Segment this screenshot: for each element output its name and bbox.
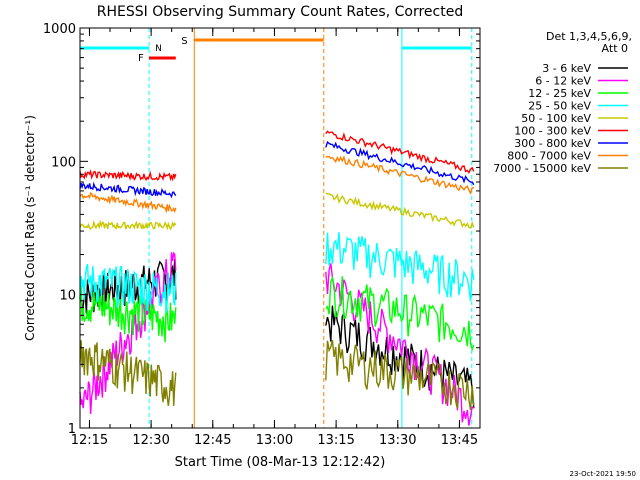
series-100-300-kev (79, 130, 475, 182)
series-6-12-kev (79, 251, 474, 426)
series-300-800-kev (79, 140, 475, 199)
footer-date: 23-Oct-2021 19:50 (570, 470, 636, 478)
plot-frame (79, 27, 481, 429)
series-line (79, 285, 177, 343)
x-axis-label: Start Time (08-Mar-13 12:12:42) (175, 455, 386, 470)
series-50-100-kev (79, 192, 475, 231)
series-25-50-kev (79, 232, 475, 313)
legend-entry-label: 300 - 800 keV (514, 137, 591, 150)
legend-entry-label: 3 - 6 keV (542, 62, 591, 75)
series-line (325, 130, 475, 174)
legend-entry-label: 7000 - 15000 keV (493, 162, 591, 175)
x-tick-label: 13:00 (256, 433, 293, 448)
legend-entry-label: 25 - 50 keV (528, 100, 591, 113)
legend-entry-label: 6 - 12 keV (535, 75, 591, 88)
x-tick-label: 13:45 (441, 433, 478, 448)
flare-label: F (138, 53, 144, 64)
series-line (79, 168, 177, 182)
series-line (79, 181, 177, 199)
y-tick-label: 1000 (43, 22, 76, 37)
series-line (79, 192, 177, 214)
series-line (79, 219, 177, 231)
legend-entry-label: 50 - 100 keV (521, 112, 591, 125)
night-label: N (155, 44, 162, 54)
y-tick-label: 100 (51, 155, 76, 170)
axes: 1 10 100 1000 12:15 12:30 12:45 13:00 13:15 13:30… (43, 22, 481, 448)
y-tick-label: 10 (59, 289, 76, 304)
legend-entry-label: 100 - 300 keV (514, 125, 591, 138)
legend-title: Det 1,3,4,5,6,9, (546, 30, 632, 43)
x-tick-label: 13:15 (317, 433, 354, 448)
series-7000-15000-kev (79, 339, 475, 411)
series-line (325, 140, 475, 186)
y-axis-label: Corrected Count Rate (s⁻¹ detector⁻¹) (23, 115, 37, 341)
series-line (79, 263, 177, 313)
legend-entry-label: 12 - 25 keV (528, 87, 591, 100)
series-12-25-kev (79, 275, 475, 352)
series-line (79, 251, 177, 414)
chart-title: RHESSI Observing Summary Count Rates, Co… (97, 4, 463, 20)
series-line (325, 232, 475, 301)
series-line (325, 305, 475, 409)
plot-area: F N S (79, 28, 475, 428)
series-line (79, 340, 177, 406)
series-line (325, 339, 475, 411)
series-line (325, 192, 475, 229)
y-tick-label: 1 (68, 422, 76, 437)
x-tick-label: 12:45 (194, 433, 231, 448)
x-tick-label: 12:30 (132, 433, 169, 448)
x-tick-label: 12:15 (71, 433, 108, 448)
legend-subtitle: Att 0 (602, 42, 628, 55)
x-tick-label: 13:30 (379, 433, 416, 448)
series-line (325, 155, 474, 195)
legend-entry-label: 800 - 7000 keV (507, 150, 591, 163)
saa-label: S (181, 36, 187, 47)
series-line (325, 275, 475, 352)
series-800-7000-kev (79, 155, 474, 214)
